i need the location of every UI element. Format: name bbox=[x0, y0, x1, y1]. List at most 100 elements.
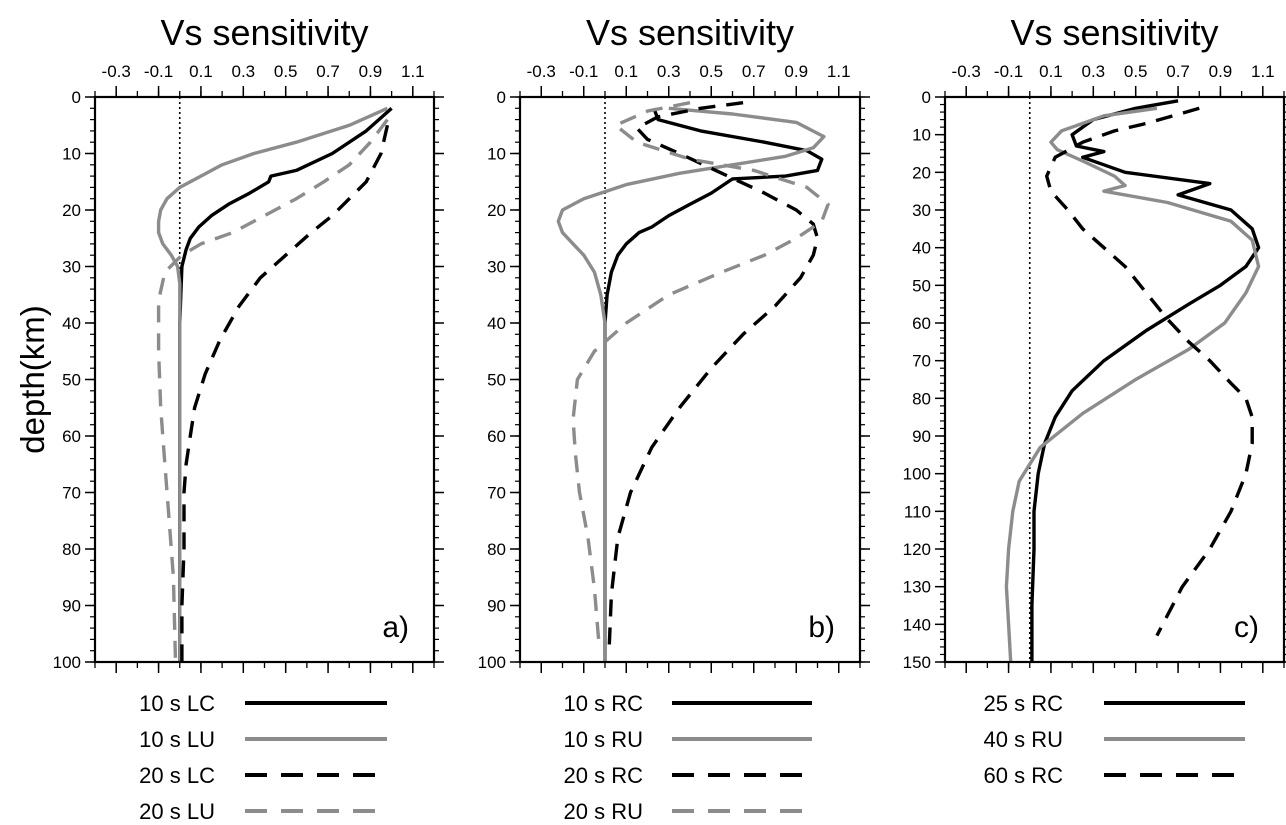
panel-letter: c) bbox=[1234, 611, 1259, 644]
plot-frame bbox=[93, 95, 436, 664]
x-tick-label: 0.1 bbox=[1039, 62, 1063, 81]
y-tick-label: 90 bbox=[912, 427, 931, 446]
x-tick-label: 0.5 bbox=[1124, 62, 1148, 81]
x-tick-label: 0.9 bbox=[1209, 62, 1233, 81]
x-tick-label: 0.7 bbox=[742, 62, 766, 81]
legend-label: 10 s RU bbox=[564, 727, 643, 752]
x-tick-label: -0.1 bbox=[144, 62, 173, 81]
x-tick-label: 0.3 bbox=[657, 62, 681, 81]
legend-label: 10 s LU bbox=[139, 727, 215, 752]
y-tick-label: 150 bbox=[903, 653, 931, 672]
y-tick-label: 0 bbox=[497, 88, 506, 107]
series-line-10-s-lc bbox=[178, 107, 393, 662]
legend-label: 20 s LC bbox=[139, 763, 215, 788]
legend-label: 20 s LU bbox=[139, 799, 215, 824]
y-tick-label: 80 bbox=[487, 540, 506, 559]
y-tick-label: 50 bbox=[912, 276, 931, 295]
x-tick-label: -0.3 bbox=[102, 62, 131, 81]
y-tick-label: 100 bbox=[53, 653, 81, 672]
y-tick-label: 30 bbox=[487, 258, 506, 277]
x-tick-label: 0.3 bbox=[1081, 62, 1105, 81]
panel-a: Vs sensitivity -0.3 -0.1 0.1 0.3 0.5 0.7 0.9 1.1… bbox=[53, 12, 444, 824]
panel-b: Vs sensitivity -0.3 -0.1 0.1 0.3 0.5 0.7 0.9 1.1… bbox=[478, 12, 870, 824]
panel-c: Vs sensitivity -0.3 -0.1 0.1 0.3 0.5 0.7 0.9 1.1… bbox=[903, 12, 1286, 788]
x-tick-label: 0.1 bbox=[189, 62, 213, 81]
x-tick-label: 0.7 bbox=[1166, 62, 1190, 81]
y-tick-label: 100 bbox=[478, 653, 506, 672]
y-tick-label: 20 bbox=[487, 201, 506, 220]
y-tick-label: 10 bbox=[62, 145, 81, 164]
series-line-10-s-rc bbox=[603, 107, 824, 662]
x-tick-label: 0.9 bbox=[359, 62, 383, 81]
series-line-60-s-rc bbox=[1044, 106, 1254, 637]
y-tick-label: 10 bbox=[487, 145, 506, 164]
series-line-10-s-ru bbox=[556, 106, 826, 662]
y-tick-label: 60 bbox=[912, 314, 931, 333]
legend: 25 s RC 40 s RU 60 s RC bbox=[984, 691, 1245, 788]
y-tick-label: 120 bbox=[903, 540, 931, 559]
y-tick-label: 70 bbox=[62, 484, 81, 503]
x-tick-label: 1.1 bbox=[827, 62, 851, 81]
x-tick-label: -0.1 bbox=[994, 62, 1023, 81]
y-tick-label: 90 bbox=[62, 597, 81, 616]
plot-frame bbox=[518, 95, 862, 664]
legend-label: 20 s RU bbox=[564, 799, 643, 824]
y-tick-label: 50 bbox=[487, 371, 506, 390]
series-line-20-s-rc bbox=[607, 101, 820, 646]
y-tick-label: 70 bbox=[912, 352, 931, 371]
panel-letter: a) bbox=[382, 611, 409, 644]
x-tick-label: 0.5 bbox=[699, 62, 723, 81]
y-tick-label: 80 bbox=[62, 540, 81, 559]
panel-title: Vs sensitivity bbox=[586, 12, 794, 53]
x-tick-label: -0.3 bbox=[952, 62, 981, 81]
y-tick-label: 40 bbox=[912, 239, 931, 258]
y-tick-label: 10 bbox=[912, 126, 931, 145]
y-tick-label: 30 bbox=[62, 258, 81, 277]
y-tick-label: 60 bbox=[487, 427, 506, 446]
x-tick-label: 0.5 bbox=[274, 62, 298, 81]
y-tick-label: 130 bbox=[903, 578, 931, 597]
panel-title: Vs sensitivity bbox=[1010, 12, 1218, 53]
panel-title: Vs sensitivity bbox=[160, 12, 368, 53]
legend-label: 40 s RU bbox=[984, 727, 1063, 752]
x-tick-label: 0.1 bbox=[614, 62, 638, 81]
y-tick-label: 20 bbox=[912, 163, 931, 182]
y-tick-label: 100 bbox=[903, 465, 931, 484]
legend-label: 10 s LC bbox=[139, 691, 215, 716]
series-line-25-s-rc bbox=[1030, 99, 1261, 662]
y-tick-label: 110 bbox=[904, 502, 931, 521]
y-tick-label: 40 bbox=[487, 314, 506, 333]
series-line-20-s-lc bbox=[180, 124, 390, 662]
series-line-20-s-lu bbox=[156, 118, 389, 662]
y-tick-label: 80 bbox=[912, 389, 931, 408]
legend: 10 s RC 10 s RU 20 s RC 20 s RU bbox=[564, 691, 812, 824]
legend: 10 s LC 10 s LU 20 s LC 20 s LU bbox=[139, 691, 387, 824]
y-tick-label: 70 bbox=[487, 484, 506, 503]
y-tick-label: 90 bbox=[487, 597, 506, 616]
series-line-40-s-ru bbox=[1004, 106, 1261, 662]
x-tick-label: 0.9 bbox=[784, 62, 808, 81]
legend-label: 25 s RC bbox=[984, 691, 1064, 716]
y-tick-label: 140 bbox=[903, 615, 931, 634]
y-tick-label: 20 bbox=[62, 201, 81, 220]
series-line-20-s-ru bbox=[571, 101, 830, 640]
series-line-10-s-lu bbox=[156, 106, 389, 662]
y-axis-label: depth(km) bbox=[14, 305, 51, 454]
y-tick-label: 50 bbox=[62, 371, 81, 390]
x-tick-label: 1.1 bbox=[1251, 62, 1275, 81]
x-tick-label: -0.3 bbox=[527, 62, 556, 81]
x-tick-label: 1.1 bbox=[401, 62, 425, 81]
x-tick-label: 0.3 bbox=[231, 62, 255, 81]
y-tick-label: 60 bbox=[62, 427, 81, 446]
y-tick-label: 30 bbox=[912, 201, 931, 220]
panel-letter: b) bbox=[808, 611, 835, 644]
plot-frame bbox=[943, 95, 1286, 664]
y-tick-label: 0 bbox=[922, 88, 931, 107]
y-tick-label: 40 bbox=[62, 314, 81, 333]
legend-label: 20 s RC bbox=[564, 763, 644, 788]
y-tick-label: 0 bbox=[72, 88, 81, 107]
legend-label: 10 s RC bbox=[564, 691, 644, 716]
x-tick-label: -0.1 bbox=[569, 62, 598, 81]
x-tick-label: 0.7 bbox=[316, 62, 340, 81]
